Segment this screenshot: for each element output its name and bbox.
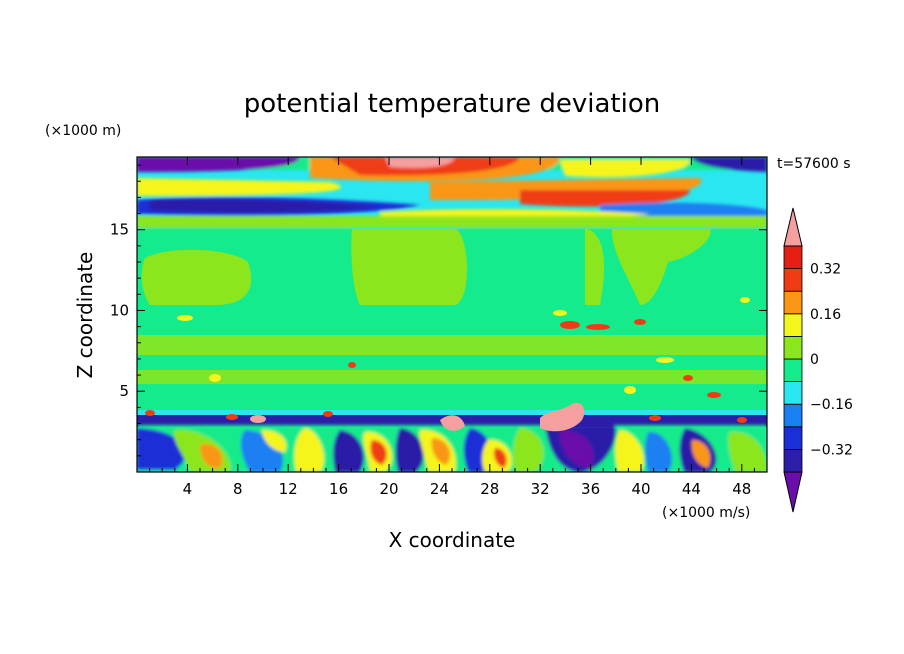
colorbar-segment <box>783 403 803 428</box>
y-unit-label: (×1000 m) <box>45 123 121 139</box>
colorbar-label: −0.32 <box>810 442 853 458</box>
y-axis-label: Z coordinate <box>73 252 97 379</box>
colorbar-high-arrow <box>783 207 803 247</box>
colorbar-label: 0 <box>810 352 819 368</box>
colorbar-segment <box>783 268 803 292</box>
colorbar-segment <box>783 426 803 450</box>
contour-field <box>137 157 767 472</box>
x-tick-label: 24 <box>430 480 449 498</box>
colorbar-segment <box>783 335 803 360</box>
colorbar-segment <box>783 313 803 337</box>
x-unit-label: (×1000 m/s) <box>662 505 750 521</box>
x-tick-label: 32 <box>531 480 550 498</box>
y-axis: 5 10 15 <box>110 164 767 457</box>
x-tick-label: 36 <box>581 480 600 498</box>
colorbar-label: 0.16 <box>810 307 841 323</box>
colorbar: 0.32 0.16 0 −0.16 −0.32 <box>783 207 853 513</box>
x-tick-label: 40 <box>631 480 650 498</box>
colorbar-segment <box>783 448 803 473</box>
x-tick-label: 8 <box>233 480 243 498</box>
colorbar-segment <box>783 290 803 315</box>
x-tick-label: 20 <box>379 480 398 498</box>
y-tick-label: 5 <box>119 382 129 400</box>
y-tick-label: 15 <box>110 221 129 239</box>
colorbar-segment <box>783 381 803 405</box>
colorbar-low-arrow <box>783 471 803 513</box>
x-axis: 4 8 12 16 20 24 28 32 36 40 44 48 <box>149 157 755 498</box>
x-tick-label: 48 <box>732 480 751 498</box>
x-axis-label: X coordinate <box>389 528 516 552</box>
x-tick-label: 12 <box>279 480 298 498</box>
y-tick-label: 10 <box>110 301 129 319</box>
x-tick-label: 16 <box>329 480 348 498</box>
x-tick-label: 4 <box>183 480 193 498</box>
colorbar-segment <box>783 245 803 270</box>
time-label: t=57600 s <box>777 156 851 172</box>
colorbar-segment <box>783 358 803 383</box>
colorbar-label: 0.32 <box>810 262 841 278</box>
x-tick-label: 28 <box>480 480 499 498</box>
chart-title: potential temperature deviation <box>244 89 660 119</box>
x-tick-label: 44 <box>682 480 701 498</box>
colorbar-label: −0.16 <box>810 397 853 413</box>
